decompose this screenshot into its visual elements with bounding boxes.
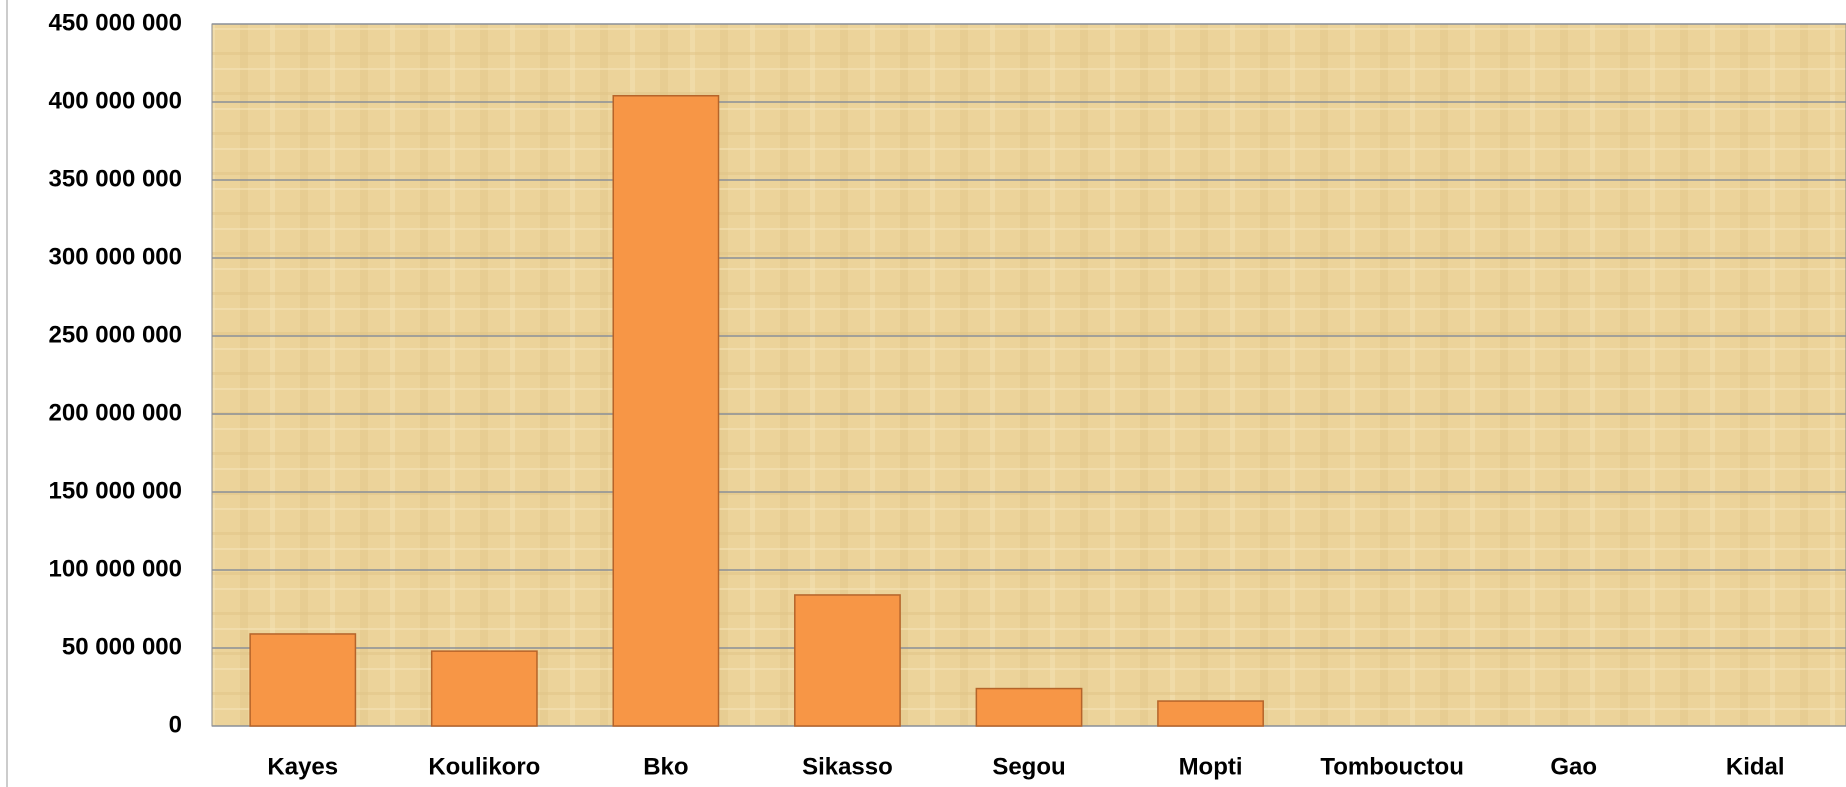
x-tick-label: Sikasso: [802, 753, 893, 780]
bar: [612, 95, 720, 727]
bar: [1157, 700, 1264, 727]
y-tick-label: 150 000 000: [49, 477, 182, 504]
y-tick-label: 100 000 000: [49, 555, 182, 582]
x-tick-label: Mopti: [1179, 753, 1243, 780]
x-tick-label: Koulikoro: [428, 753, 540, 780]
x-tick-label: Bko: [643, 753, 688, 780]
bar: [794, 594, 901, 727]
x-tick-label: Gao: [1550, 753, 1597, 780]
y-tick-label: 200 000 000: [49, 399, 182, 426]
x-tick-label: Kidal: [1726, 753, 1785, 780]
bar: [430, 650, 538, 727]
y-tick-label: 0: [169, 711, 182, 738]
y-tick-label: 450 000 000: [49, 9, 182, 36]
y-tick-label: 350 000 000: [49, 165, 182, 192]
plot-area: [211, 23, 1846, 727]
y-tick-label: 400 000 000: [49, 87, 182, 114]
x-tick-label: Kayes: [267, 753, 338, 780]
x-tick-label: Segou: [992, 753, 1065, 780]
bar: [975, 687, 1083, 727]
y-tick-label: 300 000 000: [49, 243, 182, 270]
y-tick-label: 250 000 000: [49, 321, 182, 348]
y-tick-label: 50 000 000: [62, 633, 182, 660]
x-tick-label: Tombouctou: [1320, 753, 1464, 780]
bar: [249, 633, 357, 727]
